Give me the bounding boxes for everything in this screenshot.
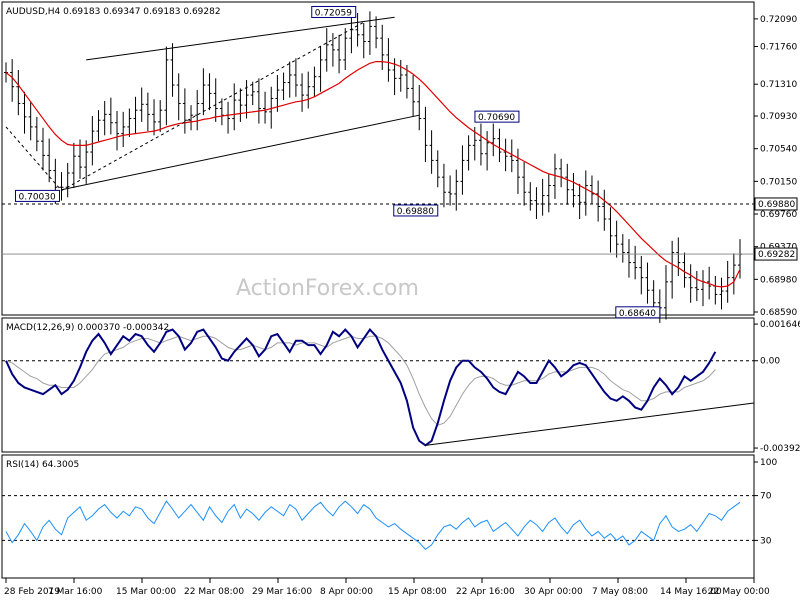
price-axis-label: 0.68590 [760,308,797,318]
time-axis-label: 28 Feb 2019 [4,587,60,597]
rsi-layer [2,495,754,551]
macd-layer [2,327,755,447]
price-axis-label: 0.69760 [760,210,797,220]
macd-signal-line [5,335,716,426]
price-axis-label: 0.68980 [760,275,797,285]
price-axis-label: 0.70150 [760,177,797,187]
macd-support-trendline [425,402,755,446]
axis-layer: 0.72090 0.71760 0.71310 0.70930 0.70540 0.701… [4,15,800,597]
time-axis-label: 29 Mar 16:00 [252,587,312,597]
channel-upper-trendline [86,16,395,61]
watermark: ActionForex.com [236,276,419,301]
price-annotation-box [311,5,357,18]
price-layer: 0.70030 0.72059 0.70690 0.69880 0.68640 [2,5,754,323]
price-panel-frame [1,1,755,316]
price-axis-label: 0.71310 [760,80,797,90]
level-price-label: 0.69880 [758,200,795,210]
time-axis-label: 7 Mar 16:00 [48,587,103,597]
macd-header: MACD(12,26,9) 0.000370 -0.000342 [6,323,169,333]
time-axis-label: 15 Apr 08:00 [388,587,447,597]
price-annotation-label: 0.68640 [619,309,656,319]
rsi-axis-label: 70 [760,492,772,502]
time-axis-label: 22 May 00:00 [708,587,770,597]
price-annotation-label: 0.70030 [19,192,56,202]
price-annotation-box [393,204,439,217]
macd-axis-label: 0.001646 [760,320,800,330]
rsi-header: RSI(14) 64.3005 [6,460,79,470]
moving-average-line [5,60,741,288]
current-price-tag [754,247,798,261]
rsi-axis-label: 30 [760,536,772,546]
time-axis-label: 15 Mar 00:00 [116,587,176,597]
macd-line [5,327,717,447]
price-axis-label: 0.70930 [760,112,797,122]
time-axis-label: 14 May 16:00 [660,587,722,597]
level-price-tag [754,197,798,211]
price-annotation-box [15,189,61,202]
price-annotation-box [474,110,520,123]
price-axis-label: 0.72090 [760,15,797,25]
time-axis-label: 30 Apr 00:00 [524,587,583,597]
channel-lower-trendline [61,114,420,191]
dashed-trendline-left [5,126,62,191]
price-axis-label: 0.71760 [760,43,797,53]
price-annotation-label: 0.69880 [397,207,434,217]
price-annotation-label: 0.70690 [478,113,515,123]
dashed-trendline-rising [61,21,364,192]
time-axis-label: 8 Apr 00:00 [320,587,373,597]
price-header: AUDUSD,H4 0.69183 0.69347 0.69183 0.6928… [6,7,221,17]
price-annotation-label: 0.72059 [315,8,352,18]
rsi-line [5,500,741,551]
time-axis-label: 22 Apr 16:00 [456,587,515,597]
price-axis-label: 0.70540 [760,145,797,155]
rsi-panel-frame [1,454,755,579]
macd-axis-label: 0.00 [760,357,780,367]
time-axis-label: 7 May 08:00 [592,587,648,597]
macd-axis-label: -0.003922 [760,444,800,454]
rsi-axis-label: 100 [760,458,777,468]
macd-panel-frame [1,317,755,453]
time-axis-label: 22 Mar 08:00 [184,587,244,597]
current-price-label: 0.69282 [758,250,795,260]
price-annotation-box [615,306,661,319]
